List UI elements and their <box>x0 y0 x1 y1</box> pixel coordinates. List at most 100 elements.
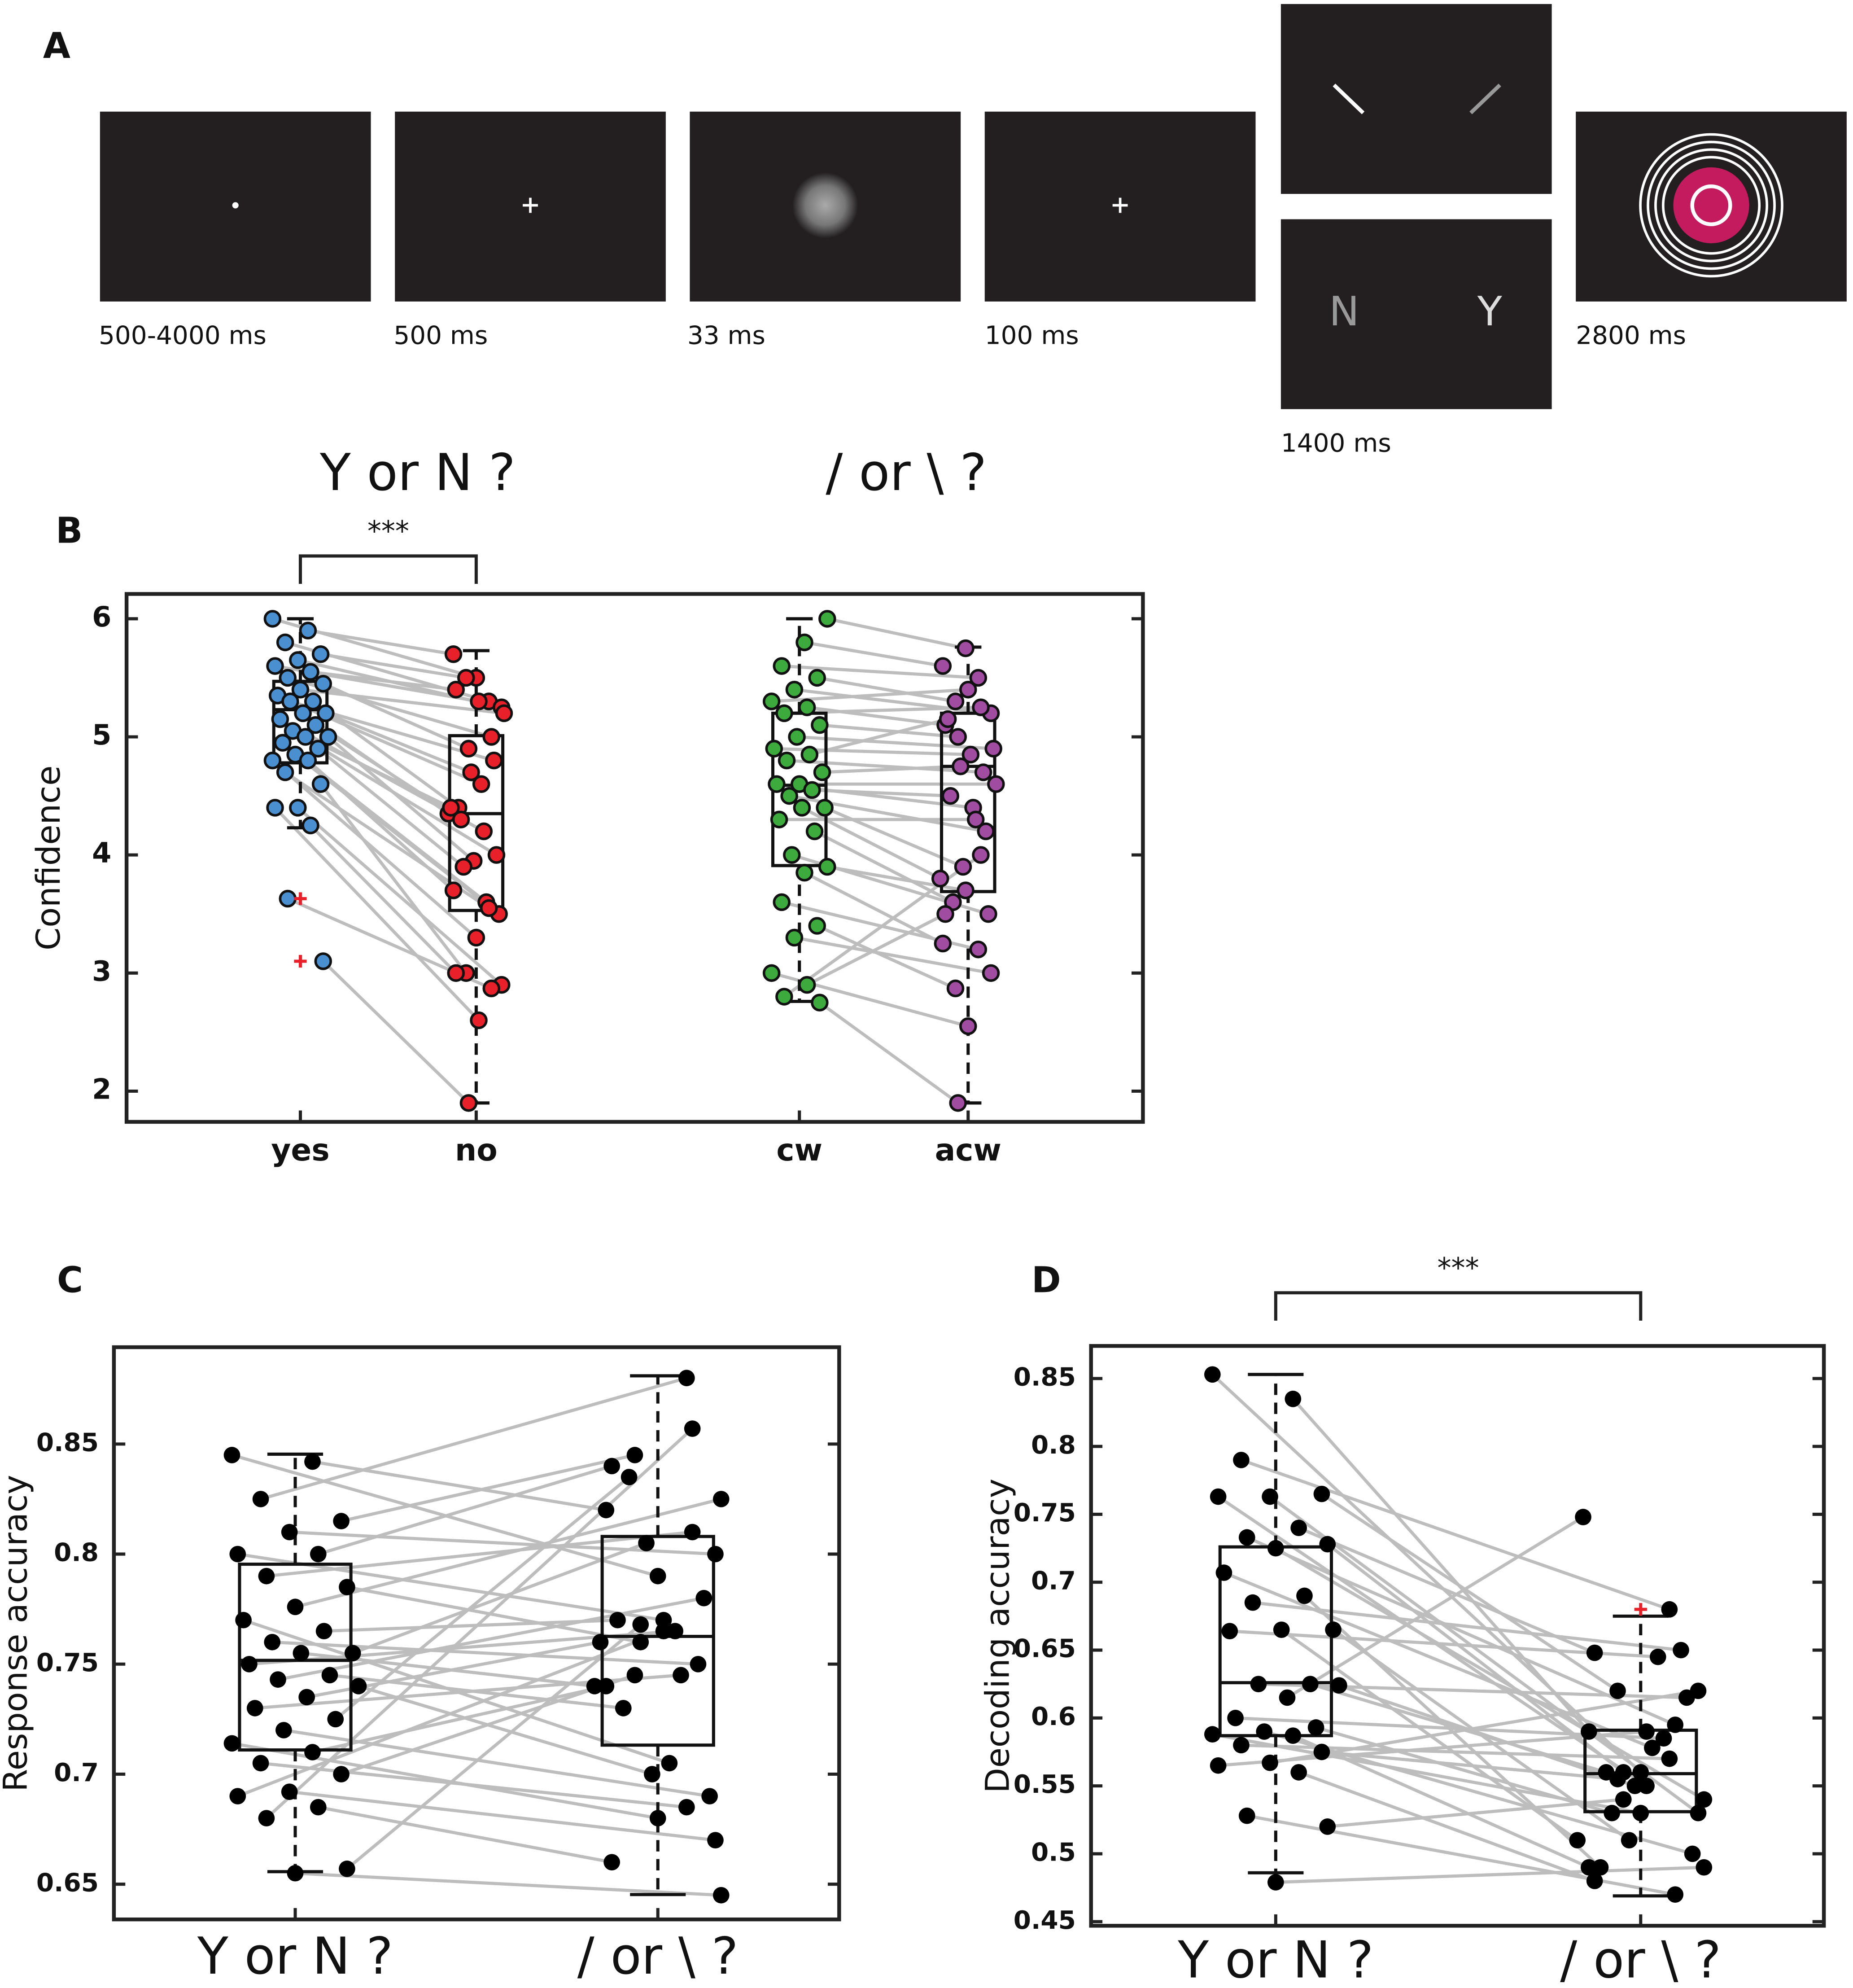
data-point <box>939 710 957 728</box>
data-point <box>684 1420 701 1437</box>
data-point <box>818 610 836 628</box>
data-point <box>946 692 965 710</box>
y-tick-label: 5 <box>92 718 111 751</box>
data-point <box>626 1447 643 1463</box>
data-point <box>1644 1739 1661 1756</box>
y-tick-label: 0.5 <box>1031 1838 1076 1867</box>
outlier <box>294 955 307 968</box>
duration-label: 33 ms <box>687 321 765 350</box>
data-point <box>229 1546 246 1563</box>
data-point <box>982 964 1000 982</box>
significance-bracket <box>298 554 478 584</box>
data-point <box>1621 1832 1638 1848</box>
data-point <box>482 728 500 746</box>
pair-line <box>1218 1730 1647 1767</box>
data-point <box>800 745 819 764</box>
data-point <box>762 692 781 710</box>
data-point <box>350 1677 367 1695</box>
data-point <box>974 763 992 781</box>
pair-line <box>307 629 454 656</box>
data-point <box>811 994 829 1012</box>
data-point <box>1262 1488 1278 1505</box>
data-point <box>949 728 967 746</box>
pair-line <box>804 640 943 668</box>
data-point <box>299 622 317 639</box>
data-point <box>306 716 325 734</box>
significance-label: *** <box>367 515 409 547</box>
data-point <box>1273 1621 1290 1638</box>
plot-frame <box>112 1345 841 1922</box>
data-point <box>644 1766 660 1782</box>
data-point <box>946 979 965 998</box>
data-point <box>1215 1564 1232 1581</box>
pair-line <box>295 1871 721 1897</box>
data-point <box>229 1788 246 1804</box>
data-point <box>966 810 985 828</box>
data-point <box>1204 1366 1221 1383</box>
data-point <box>1233 1452 1250 1468</box>
pair-line <box>804 871 944 945</box>
data-point <box>293 1645 310 1662</box>
y-tick-label: 0.85 <box>1014 1362 1076 1392</box>
orientation-option <box>1333 83 1365 114</box>
pair-line <box>265 1427 694 1820</box>
x-tick-label: yes <box>271 1132 329 1168</box>
confidence-rings <box>1639 133 1783 278</box>
data-point <box>1638 1723 1655 1740</box>
data-point <box>678 1799 695 1816</box>
data-point <box>235 1611 252 1629</box>
data-point <box>289 651 307 669</box>
data-point <box>1609 1682 1626 1699</box>
pair-line <box>320 652 467 679</box>
data-point <box>1319 1536 1336 1553</box>
data-point <box>319 728 337 746</box>
data-point <box>310 1799 327 1816</box>
data-point <box>281 1783 298 1800</box>
pair-line <box>1321 1750 1618 1781</box>
data-point <box>678 1370 695 1387</box>
pair-line <box>237 1629 664 1798</box>
pair-line <box>271 759 477 939</box>
fixation-dot <box>232 202 239 209</box>
pair-line <box>1292 1397 1590 1733</box>
data-point <box>258 1568 275 1585</box>
data-point <box>957 881 975 899</box>
data-point <box>1661 1750 1678 1767</box>
data-point <box>475 822 493 841</box>
data-point <box>1290 1764 1307 1781</box>
pair-line <box>341 1453 635 1523</box>
data-point <box>813 763 831 781</box>
data-point <box>707 1546 724 1563</box>
data-point <box>803 781 821 799</box>
data-point <box>223 1735 240 1752</box>
pair-line <box>305 735 452 810</box>
data-point <box>1244 1594 1261 1611</box>
y-tick-label: 6 <box>92 600 111 633</box>
pair-line <box>827 617 966 650</box>
x-tick-label: acw <box>935 1132 1001 1168</box>
pair-line <box>1211 1373 1642 1773</box>
data-point <box>615 1700 632 1717</box>
data-point <box>712 1887 730 1904</box>
data-point <box>311 645 330 663</box>
data-point <box>462 763 480 781</box>
data-point <box>274 734 292 752</box>
pair-line <box>317 747 465 868</box>
data-point <box>266 657 284 675</box>
data-point <box>783 846 801 864</box>
data-point <box>795 633 813 652</box>
data-point <box>467 928 485 947</box>
data-point <box>302 816 319 835</box>
data-point <box>957 639 975 657</box>
data-point <box>987 775 1005 793</box>
pair-line <box>325 712 472 774</box>
data-point <box>818 858 836 876</box>
y-tick-label: 0.85 <box>36 1428 99 1457</box>
data-point <box>252 1755 269 1772</box>
data-point <box>1649 1648 1666 1665</box>
data-point <box>1667 1886 1684 1903</box>
outlier <box>1634 1603 1647 1616</box>
duration-label: 500 ms <box>393 321 488 350</box>
x-tick-label: no <box>455 1132 498 1168</box>
duration-label: 2800 ms <box>1576 321 1686 350</box>
